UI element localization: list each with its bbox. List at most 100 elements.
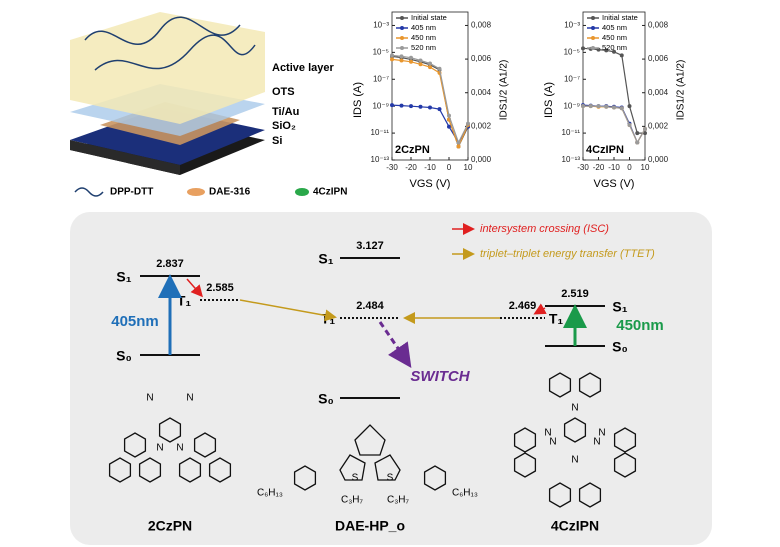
state-label: S₁ xyxy=(116,269,131,285)
ring xyxy=(613,452,637,478)
energy-value: 2.585 xyxy=(206,282,234,294)
ring xyxy=(193,432,217,458)
y2-tick-label: 0,008 xyxy=(471,21,492,30)
ring xyxy=(548,372,572,398)
atom-label: N xyxy=(544,428,551,439)
ring xyxy=(293,465,317,491)
legend-label: 405 nm xyxy=(602,23,627,32)
legend-label: 520 nm xyxy=(411,43,436,52)
series-line xyxy=(583,105,646,144)
series-line xyxy=(391,58,469,149)
y2-tick-label: 0,008 xyxy=(648,21,669,30)
legend-label: 4CzIPN xyxy=(313,187,347,198)
legend-marker xyxy=(591,36,595,40)
ring xyxy=(339,424,401,481)
excitation-label: 405nm xyxy=(111,313,159,330)
legend-label: DPP-DTT xyxy=(110,187,153,198)
data-point xyxy=(612,49,616,54)
data-point xyxy=(447,113,451,118)
y-tick-label: 10⁻⁵ xyxy=(373,47,389,56)
data-point xyxy=(390,53,394,58)
ring xyxy=(178,457,202,483)
data-point xyxy=(581,46,585,51)
ring xyxy=(578,482,602,508)
ttet-arrow xyxy=(239,299,337,322)
y-tick-label: 10⁻¹³ xyxy=(562,155,581,164)
legend-marker xyxy=(400,16,404,20)
atom-label: N xyxy=(571,403,578,414)
layer-label: Si xyxy=(272,135,282,147)
ring xyxy=(423,465,447,491)
excitation-label: 450nm xyxy=(616,317,664,334)
state-label: S₀ xyxy=(612,339,628,355)
y-tick-label: 10⁻³ xyxy=(373,21,389,30)
y-tick-label: 10⁻⁷ xyxy=(564,74,580,83)
data-point xyxy=(418,104,423,109)
ring xyxy=(208,457,232,483)
layer-label: Ti/Au xyxy=(272,106,299,118)
y2-axis-label: IDS1/2 (A1/2) xyxy=(499,60,510,121)
data-point xyxy=(437,107,442,112)
y2-tick-label: 0,000 xyxy=(648,155,669,164)
y2-tick-label: 0,002 xyxy=(471,121,492,130)
state-label: S₀ xyxy=(318,391,334,407)
layer-label: OTS xyxy=(272,86,295,98)
atom-label: N xyxy=(156,443,163,454)
legend-label: 520 nm xyxy=(602,43,627,52)
x-tick-label: -20 xyxy=(593,163,605,172)
y-axis-label: IDS (A) xyxy=(543,82,555,118)
state-label: S₀ xyxy=(116,348,132,364)
energy-value: 2.484 xyxy=(356,300,384,312)
data-point xyxy=(428,61,432,66)
legend-marker xyxy=(591,16,595,20)
ttet-legend: triplet–triplet energy transfer (TTET) xyxy=(480,248,655,260)
state-label: T₁ xyxy=(549,311,564,327)
isc-arrow xyxy=(533,303,547,315)
legend-label: DAE-316 xyxy=(209,187,251,198)
legend-marker xyxy=(400,36,404,40)
y-tick-label: 10⁻¹³ xyxy=(371,155,390,164)
data-point xyxy=(581,104,585,109)
ring xyxy=(563,417,587,443)
x-axis-label: VGS (V) xyxy=(410,178,451,190)
energy-value: 2.469 xyxy=(509,300,537,312)
data-point xyxy=(409,59,413,64)
layer-label: SiO₂ xyxy=(272,120,296,132)
y2-tick-label: 0,004 xyxy=(648,88,669,97)
y2-tick-label: 0,000 xyxy=(471,155,492,164)
y-tick-label: 10⁻¹¹ xyxy=(562,128,581,137)
data-point xyxy=(635,140,640,145)
state-label: S₁ xyxy=(612,299,627,315)
data-point xyxy=(604,48,609,53)
x-tick-label: 10 xyxy=(641,163,650,172)
x-tick-label: 10 xyxy=(464,163,473,172)
data-point xyxy=(588,104,593,109)
isc-arrow xyxy=(186,278,203,298)
atom-label: N xyxy=(146,393,153,404)
ring xyxy=(123,432,147,458)
data-point xyxy=(399,103,404,108)
energy-value: 2.519 xyxy=(561,288,589,300)
atom-label: C₆H₁₃ xyxy=(257,488,283,499)
data-point xyxy=(612,105,616,110)
ring xyxy=(158,417,182,443)
atom-label: N xyxy=(176,443,183,454)
atom-label: C₆H₁₃ xyxy=(452,488,478,499)
ring xyxy=(138,457,162,483)
data-point xyxy=(428,65,432,70)
energy-panel xyxy=(70,212,712,545)
data-point xyxy=(418,58,423,63)
legend-icon xyxy=(74,187,104,197)
ring xyxy=(613,427,637,453)
x-tick-label: -10 xyxy=(424,163,436,172)
data-point xyxy=(627,122,632,127)
state-label: S₁ xyxy=(318,251,333,267)
x-tick-label: 0 xyxy=(627,163,632,172)
data-point xyxy=(399,58,404,63)
data-point xyxy=(409,55,413,60)
y-tick-label: 10⁻¹¹ xyxy=(371,128,390,137)
atom-label: N xyxy=(186,393,193,404)
data-point xyxy=(456,144,461,149)
legend-marker xyxy=(591,26,595,30)
atom-label: N xyxy=(571,455,578,466)
